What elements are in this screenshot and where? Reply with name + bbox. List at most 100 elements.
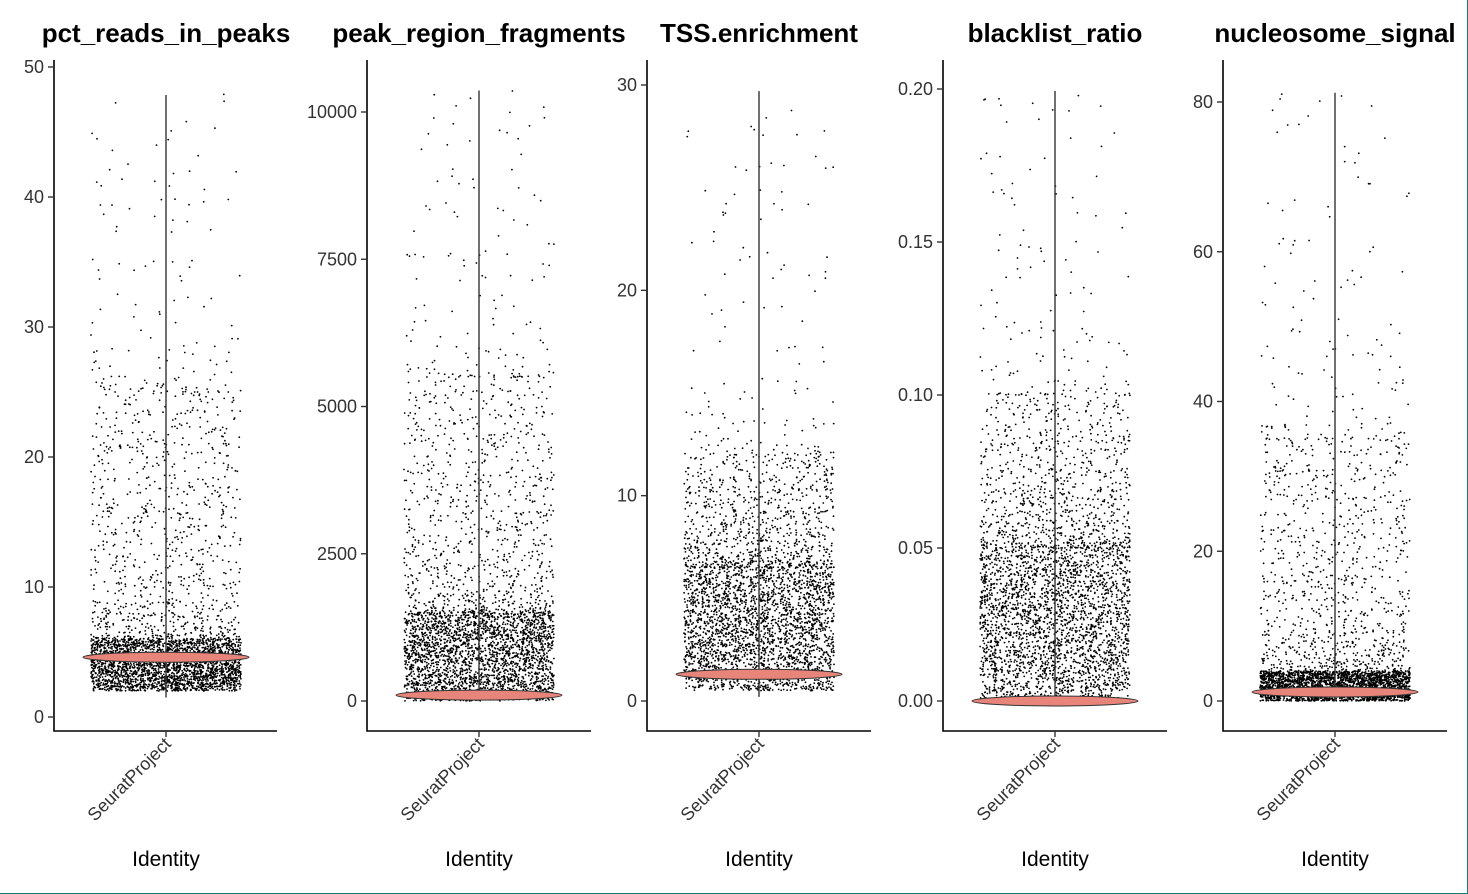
- data-point: [92, 639, 94, 642]
- data-point: [226, 682, 228, 685]
- data-point: [207, 663, 210, 666]
- data-point: [139, 649, 142, 651]
- data-point: [177, 538, 180, 541]
- data-point: [152, 260, 155, 263]
- data-point: [190, 675, 193, 678]
- data-point: [484, 654, 487, 657]
- data-point: [175, 599, 178, 602]
- data-point: [141, 387, 144, 389]
- data-point: [100, 496, 102, 499]
- data-point: [163, 527, 166, 530]
- data-point: [167, 633, 170, 635]
- data-point: [543, 658, 545, 660]
- data-point: [530, 655, 533, 658]
- data-point: [160, 666, 162, 669]
- data-point: [98, 406, 101, 409]
- data-point: [114, 669, 116, 672]
- data-point: [92, 448, 95, 450]
- data-point: [416, 646, 419, 649]
- data-point: [92, 683, 95, 685]
- data-point: [227, 667, 230, 670]
- data-point: [489, 665, 491, 668]
- data-point: [431, 617, 433, 619]
- data-point: [238, 436, 241, 439]
- data-point: [511, 668, 514, 671]
- data-point: [134, 646, 137, 648]
- data-point: [155, 685, 158, 688]
- data-point: [97, 643, 100, 645]
- data-point: [509, 629, 511, 632]
- data-point: [530, 678, 533, 680]
- data-point: [528, 653, 531, 656]
- data-point: [222, 670, 225, 673]
- data-point: [177, 689, 180, 692]
- data-point: [206, 584, 209, 587]
- data-point: [90, 644, 93, 647]
- data-point: [221, 663, 224, 666]
- data-point: [213, 649, 215, 651]
- data-point: [460, 654, 463, 657]
- data-point: [153, 506, 156, 509]
- data-point: [488, 651, 491, 654]
- data-point: [147, 678, 149, 681]
- data-point: [532, 654, 535, 657]
- data-point: [204, 496, 207, 499]
- data-point: [134, 419, 137, 421]
- data-point: [114, 673, 117, 676]
- data-point: [503, 683, 506, 685]
- data-point: [523, 619, 526, 622]
- data-point: [233, 507, 236, 509]
- data-point: [216, 406, 219, 408]
- data-point: [101, 458, 103, 461]
- data-point: [124, 689, 127, 692]
- data-point: [218, 644, 220, 646]
- data-point: [526, 629, 529, 632]
- data-point: [192, 353, 194, 355]
- data-point: [192, 682, 195, 685]
- data-point: [209, 636, 212, 639]
- data-point: [458, 621, 461, 624]
- data-point: [192, 394, 195, 397]
- data-point: [239, 537, 242, 540]
- data-point: [207, 442, 210, 445]
- data-point: [221, 620, 224, 623]
- data-point: [152, 679, 155, 682]
- data-point: [147, 646, 150, 649]
- data-point: [105, 418, 108, 420]
- data-point: [116, 639, 118, 641]
- data-point: [229, 687, 232, 689]
- data-point: [125, 531, 128, 534]
- data-point: [151, 686, 154, 688]
- data-point: [223, 638, 226, 640]
- data-point: [212, 448, 214, 451]
- data-point: [113, 683, 116, 685]
- data-point: [413, 673, 416, 675]
- data-point: [217, 478, 220, 481]
- data-point: [550, 616, 552, 619]
- data-point: [516, 675, 518, 678]
- data-point: [404, 631, 407, 634]
- data-point: [443, 625, 446, 628]
- data-point: [209, 677, 212, 680]
- data-point: [208, 547, 211, 549]
- data-point: [453, 685, 455, 688]
- data-point: [91, 649, 94, 652]
- data-point: [414, 630, 417, 633]
- data-point: [535, 627, 537, 630]
- data-point: [215, 669, 218, 672]
- data-point: [160, 198, 163, 201]
- data-point: [204, 646, 207, 649]
- data-point: [185, 555, 188, 558]
- data-point: [420, 669, 423, 672]
- data-point: [188, 670, 191, 673]
- data-point: [404, 641, 406, 644]
- data-point: [182, 391, 184, 393]
- data-point: [172, 625, 175, 628]
- x-tick-label: SeuratProject: [84, 734, 175, 825]
- data-point: [207, 689, 209, 692]
- data-point: [204, 678, 207, 681]
- data-point: [181, 669, 184, 672]
- data-point: [442, 628, 445, 631]
- data-point: [98, 672, 100, 675]
- data-point: [139, 605, 142, 607]
